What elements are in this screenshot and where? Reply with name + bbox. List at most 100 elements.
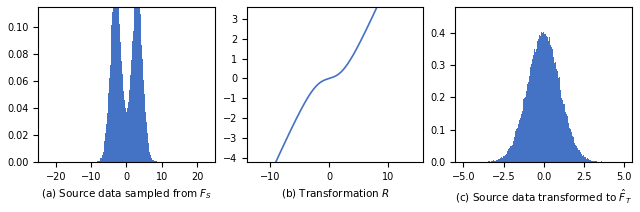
Bar xyxy=(527,84,528,162)
Bar xyxy=(150,155,151,162)
Bar xyxy=(145,112,146,162)
Bar xyxy=(140,14,141,162)
Bar xyxy=(577,148,578,162)
Bar xyxy=(116,0,118,162)
Bar xyxy=(551,47,552,162)
Bar xyxy=(536,49,537,162)
Bar xyxy=(120,42,121,162)
Bar xyxy=(498,159,499,162)
Bar xyxy=(109,65,111,162)
Bar xyxy=(514,137,515,162)
Bar xyxy=(510,146,511,162)
Bar xyxy=(104,141,105,162)
Bar xyxy=(559,83,561,162)
Bar xyxy=(556,69,557,162)
Bar xyxy=(578,150,579,162)
X-axis label: (a) Source data sampled from $F_S$: (a) Source data sampled from $F_S$ xyxy=(41,187,212,201)
Bar xyxy=(535,52,536,162)
Bar xyxy=(134,0,135,162)
Bar xyxy=(573,143,575,162)
Bar xyxy=(142,59,143,162)
Bar xyxy=(571,132,572,162)
Bar xyxy=(548,41,549,162)
Bar xyxy=(124,100,125,162)
Bar xyxy=(491,161,492,162)
Bar xyxy=(580,154,582,162)
Bar xyxy=(522,104,524,162)
Bar xyxy=(493,160,494,162)
Bar xyxy=(520,118,521,162)
Bar xyxy=(495,161,496,162)
Bar xyxy=(532,59,533,162)
Bar xyxy=(154,161,155,162)
Bar xyxy=(550,45,551,162)
Bar xyxy=(153,160,154,162)
Bar xyxy=(122,74,123,162)
Bar xyxy=(503,156,504,162)
Bar xyxy=(555,62,556,162)
Bar xyxy=(543,32,544,162)
Bar xyxy=(552,55,554,162)
Bar xyxy=(98,160,99,162)
Bar xyxy=(537,41,538,162)
Bar xyxy=(591,161,592,162)
Bar xyxy=(515,131,516,162)
Bar xyxy=(494,161,495,162)
Bar xyxy=(143,80,144,162)
Bar xyxy=(544,34,545,162)
Bar xyxy=(568,123,570,162)
Bar xyxy=(132,31,134,162)
Bar xyxy=(151,158,152,162)
Bar xyxy=(529,75,531,162)
Bar xyxy=(589,159,591,162)
Bar xyxy=(135,0,136,162)
Bar xyxy=(513,141,514,162)
Bar xyxy=(517,128,518,162)
Bar xyxy=(526,91,527,162)
Bar xyxy=(139,0,140,162)
Bar xyxy=(118,11,120,162)
Bar xyxy=(492,161,493,162)
Bar xyxy=(565,112,566,162)
Bar xyxy=(528,82,529,162)
Bar xyxy=(593,161,594,162)
Bar xyxy=(512,145,513,162)
Bar xyxy=(106,124,107,162)
Bar xyxy=(125,111,127,162)
Bar xyxy=(533,55,534,162)
Bar xyxy=(113,0,114,162)
Bar xyxy=(136,0,137,162)
Bar xyxy=(557,71,558,162)
Bar xyxy=(579,151,580,162)
Bar xyxy=(540,36,541,162)
Bar xyxy=(149,152,150,162)
Bar xyxy=(509,148,510,162)
Bar xyxy=(128,102,129,162)
Bar xyxy=(545,34,547,162)
Bar xyxy=(146,123,147,162)
Bar xyxy=(138,0,139,162)
Bar xyxy=(497,160,498,162)
Bar xyxy=(152,159,153,162)
Bar xyxy=(549,37,550,162)
Bar xyxy=(115,0,116,162)
Bar xyxy=(111,25,113,162)
Bar xyxy=(505,155,506,162)
Bar xyxy=(542,33,543,162)
Bar xyxy=(538,39,540,162)
Bar xyxy=(155,161,156,162)
Bar xyxy=(147,133,148,162)
Bar xyxy=(521,114,522,162)
Bar xyxy=(570,129,571,162)
Bar xyxy=(595,161,596,162)
Bar xyxy=(588,159,589,162)
Bar xyxy=(561,98,563,162)
Bar xyxy=(502,158,503,162)
Bar xyxy=(488,161,489,162)
Bar xyxy=(508,149,509,162)
Bar xyxy=(587,158,588,162)
Bar xyxy=(130,75,131,162)
Bar xyxy=(496,160,497,162)
Bar xyxy=(101,158,102,162)
Bar xyxy=(500,158,501,162)
